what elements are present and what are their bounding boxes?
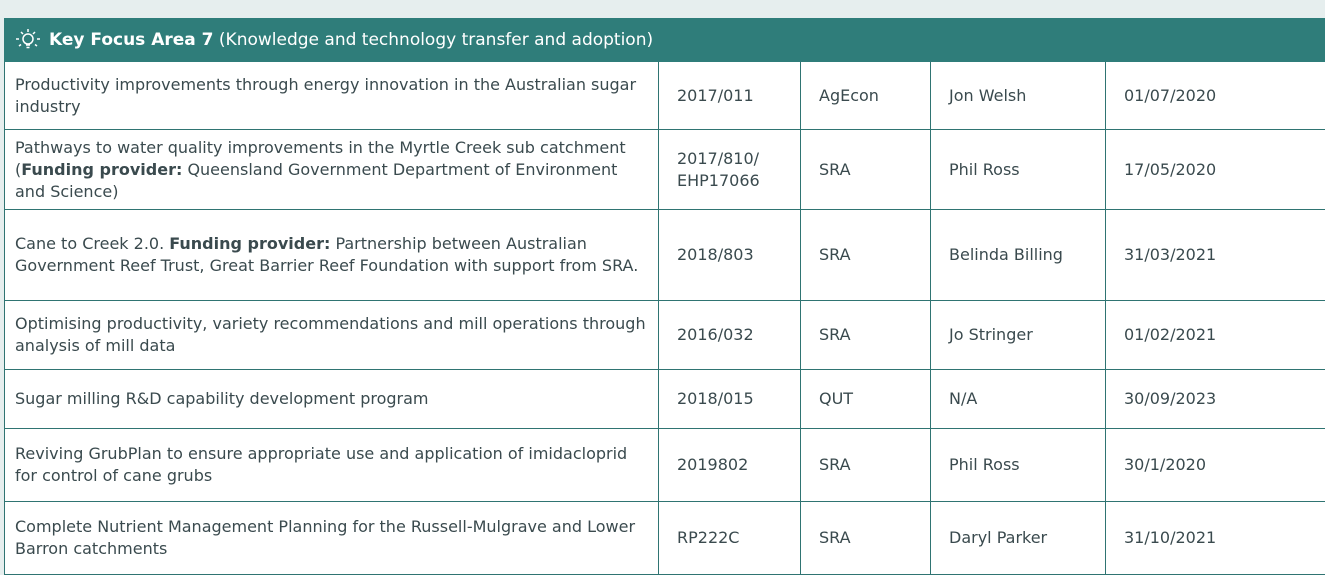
title-cell: Productivity improvements through energy…	[5, 62, 659, 130]
table-row: Cane to Creek 2.0. Funding provider: Par…	[5, 210, 1325, 301]
organisation-text: SRA	[819, 455, 851, 474]
date-text: 30/09/2023	[1124, 389, 1216, 408]
code-text: 2017/011	[677, 86, 754, 105]
organisation-cell: SRA	[801, 210, 931, 301]
code-text: 2018/803	[677, 245, 754, 264]
organisation-cell: AgEcon	[801, 62, 931, 130]
table-row: Reviving GrubPlan to ensure appropriate …	[5, 429, 1325, 502]
contact-text: Daryl Parker	[949, 528, 1047, 547]
contact-text: N/A	[949, 389, 977, 408]
organisation-cell: QUT	[801, 370, 931, 429]
date-text: 01/07/2020	[1124, 86, 1216, 105]
date-text: 30/1/2020	[1124, 455, 1206, 474]
table-row: Pathways to water quality improvements i…	[5, 130, 1325, 210]
organisation-text: AgEcon	[819, 86, 879, 105]
code-cell: 2016/032	[659, 301, 801, 370]
organisation-text: SRA	[819, 325, 851, 344]
title-cell: Complete Nutrient Management Planning fo…	[5, 502, 659, 575]
date-cell: 31/10/2021	[1106, 502, 1325, 575]
table: Key Focus Area 7 (Knowledge and technolo…	[4, 18, 1325, 575]
contact-text: Belinda Billing	[949, 245, 1063, 264]
contact-cell: Belinda Billing	[931, 210, 1106, 301]
table-row: Optimising productivity, variety recomme…	[5, 301, 1325, 370]
contact-cell: N/A	[931, 370, 1106, 429]
contact-cell: Phil Ross	[931, 130, 1106, 210]
table-row: Productivity improvements through energy…	[5, 62, 1325, 130]
contact-cell: Daryl Parker	[931, 502, 1106, 575]
date-cell: 31/03/2021	[1106, 210, 1325, 301]
title-cell: Pathways to water quality improvements i…	[5, 130, 659, 210]
title-text: Complete Nutrient Management Planning fo…	[15, 517, 635, 558]
title-cell: Reviving GrubPlan to ensure appropriate …	[5, 429, 659, 502]
code-text: 2019802	[677, 455, 748, 474]
header-cell: Key Focus Area 7 (Knowledge and technolo…	[5, 19, 1325, 62]
code-text: RP222C	[677, 528, 739, 547]
date-text: 31/10/2021	[1124, 528, 1216, 547]
contact-text: Jon Welsh	[949, 86, 1026, 105]
table-body: Key Focus Area 7 (Knowledge and technolo…	[5, 19, 1325, 575]
code-cell: RP222C	[659, 502, 801, 575]
title-text: Productivity improvements through energy…	[15, 75, 636, 116]
organisation-cell: SRA	[801, 429, 931, 502]
organisation-text: SRA	[819, 245, 851, 264]
contact-text: Jo Stringer	[949, 325, 1033, 344]
title-text: Funding provider:	[169, 234, 330, 253]
contact-cell: Phil Ross	[931, 429, 1106, 502]
contact-cell: Jon Welsh	[931, 62, 1106, 130]
code-cell: 2017/810/ EHP17066	[659, 130, 801, 210]
code-cell: 2018/015	[659, 370, 801, 429]
title-cell: Optimising productivity, variety recomme…	[5, 301, 659, 370]
title-text: Funding provider:	[21, 160, 182, 179]
code-cell: 2019802	[659, 429, 801, 502]
organisation-text: SRA	[819, 160, 851, 179]
title-cell: Cane to Creek 2.0. Funding provider: Par…	[5, 210, 659, 301]
table-row: Complete Nutrient Management Planning fo…	[5, 502, 1325, 575]
code-text: 2017/810/ EHP17066	[677, 149, 760, 190]
header-title: Key Focus Area 7	[49, 30, 214, 50]
header-subtitle: (Knowledge and technology transfer and a…	[214, 30, 654, 50]
date-cell: 30/09/2023	[1106, 370, 1325, 429]
organisation-cell: SRA	[801, 301, 931, 370]
organisation-cell: SRA	[801, 130, 931, 210]
contact-text: Phil Ross	[949, 160, 1020, 179]
table-row: Sugar milling R&D capability development…	[5, 370, 1325, 429]
table-wrap: Key Focus Area 7 (Knowledge and technolo…	[4, 18, 1325, 575]
title-text: Reviving GrubPlan to ensure appropriate …	[15, 444, 627, 485]
date-cell: 01/02/2021	[1106, 301, 1325, 370]
header-row: Key Focus Area 7 (Knowledge and technolo…	[5, 19, 1325, 62]
title-cell: Sugar milling R&D capability development…	[5, 370, 659, 429]
bulb-icon	[15, 27, 41, 53]
code-text: 2018/015	[677, 389, 754, 408]
date-text: 31/03/2021	[1124, 245, 1216, 264]
organisation-cell: SRA	[801, 502, 931, 575]
title-text: Cane to Creek 2.0.	[15, 234, 169, 253]
organisation-text: QUT	[819, 389, 853, 408]
title-text: Sugar milling R&D capability development…	[15, 389, 428, 408]
date-text: 01/02/2021	[1124, 325, 1216, 344]
date-cell: 17/05/2020	[1106, 130, 1325, 210]
contact-text: Phil Ross	[949, 455, 1020, 474]
contact-cell: Jo Stringer	[931, 301, 1106, 370]
code-text: 2016/032	[677, 325, 754, 344]
date-cell: 01/07/2020	[1106, 62, 1325, 130]
code-cell: 2018/803	[659, 210, 801, 301]
title-text: Optimising productivity, variety recomme…	[15, 314, 646, 355]
date-cell: 30/1/2020	[1106, 429, 1325, 502]
organisation-text: SRA	[819, 528, 851, 547]
code-cell: 2017/011	[659, 62, 801, 130]
date-text: 17/05/2020	[1124, 160, 1216, 179]
